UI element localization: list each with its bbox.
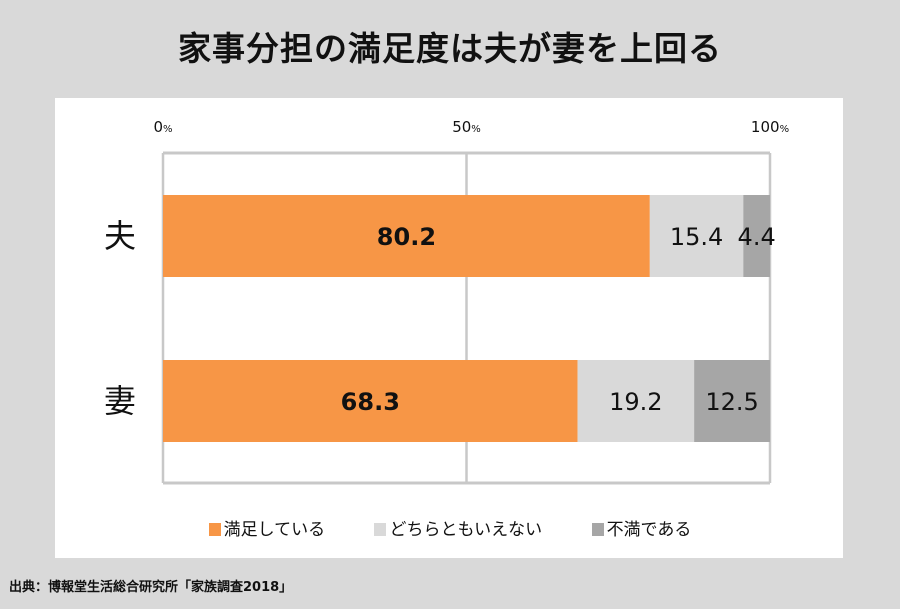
x-tick-label: 50% — [452, 118, 481, 136]
data-label: 19.2 — [609, 388, 662, 416]
legend-swatch — [591, 523, 604, 536]
category-label: 妻 — [104, 382, 136, 420]
legend-swatch — [208, 523, 221, 536]
data-label: 80.2 — [377, 223, 436, 251]
legend-swatch — [374, 523, 387, 536]
bar-segment — [649, 195, 744, 277]
legend-item-satisfied: 満足している — [208, 515, 325, 540]
bar-segment — [743, 195, 770, 277]
bar-segment — [577, 360, 695, 442]
chart-panel — [55, 98, 843, 558]
legend-item-neutral: どちらともいえない — [374, 515, 542, 540]
legend: 満足している どちらともいえない 不満である — [0, 515, 900, 540]
source-note: 出典：博報堂生活総合研究所「家族調査2018」 — [9, 580, 293, 595]
x-tick-label: 100% — [751, 118, 789, 136]
bar-segment — [163, 360, 578, 442]
chart-title: 家事分担の満足度は夫が妻を上回る — [178, 29, 722, 68]
legend-item-dissatisfied: 不満である — [591, 515, 691, 540]
category-label: 夫 — [104, 217, 136, 255]
data-label: 15.4 — [670, 223, 723, 251]
data-label: 4.4 — [738, 223, 776, 251]
data-label: 68.3 — [341, 388, 400, 416]
x-tick-label: 0% — [153, 118, 172, 136]
bar-segment — [694, 360, 770, 442]
bar-segment — [163, 195, 650, 277]
data-label: 12.5 — [705, 388, 758, 416]
